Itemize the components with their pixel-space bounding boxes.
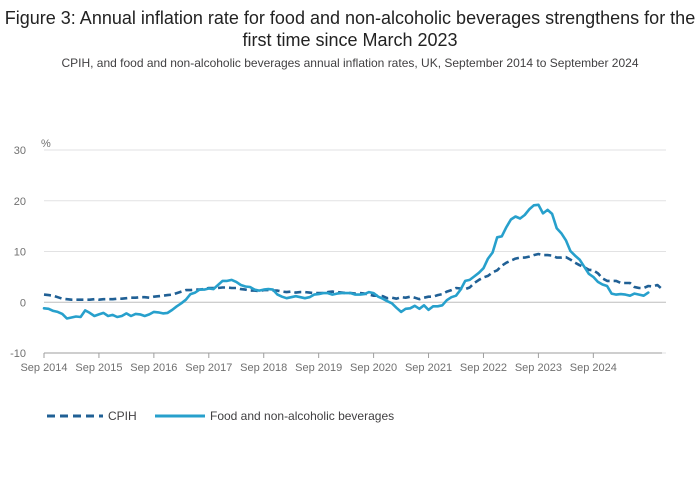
x-tick-label: Sep 2014 (20, 362, 67, 374)
series-line-food (42, 203, 650, 320)
y-tick-label: 30 (14, 145, 26, 157)
x-tick-label: Sep 2018 (240, 362, 287, 374)
legend: CPIH Food and non-alcoholic beverages (47, 409, 394, 423)
x-tick-label: Sep 2019 (295, 362, 342, 374)
y-tick-label: 10 (14, 247, 26, 259)
chart-title: Figure 3: Annual inflation rate for food… (4, 8, 696, 50)
y-tick-label: -10 (10, 348, 26, 360)
legend-label-cpih: CPIH (108, 409, 137, 423)
x-tick-label: Sep 2024 (570, 362, 617, 374)
x-tick-label: Sep 2016 (130, 362, 177, 374)
x-tick-label: Sep 2023 (515, 362, 562, 374)
y-axis-label: % (41, 138, 51, 150)
y-tick-label: 20 (14, 196, 26, 208)
series-lines (42, 203, 663, 320)
legend-label-food: Food and non-alcoholic beverages (210, 409, 394, 423)
x-tick-label: Sep 2021 (405, 362, 452, 374)
y-tick-label: 0 (20, 297, 26, 309)
x-tick-label: Sep 2017 (185, 362, 232, 374)
axes: -10 0 10 20 30% Sep 2014 Sep 2015 Sep 2016 Sep 2… (10, 138, 662, 374)
chart-subtitle: CPIH, and food and non-alcoholic beverag… (61, 56, 639, 70)
x-tick-label: Sep 2020 (350, 362, 397, 374)
x-tick-label: Sep 2022 (460, 362, 507, 374)
x-tick-label: Sep 2015 (75, 362, 122, 374)
